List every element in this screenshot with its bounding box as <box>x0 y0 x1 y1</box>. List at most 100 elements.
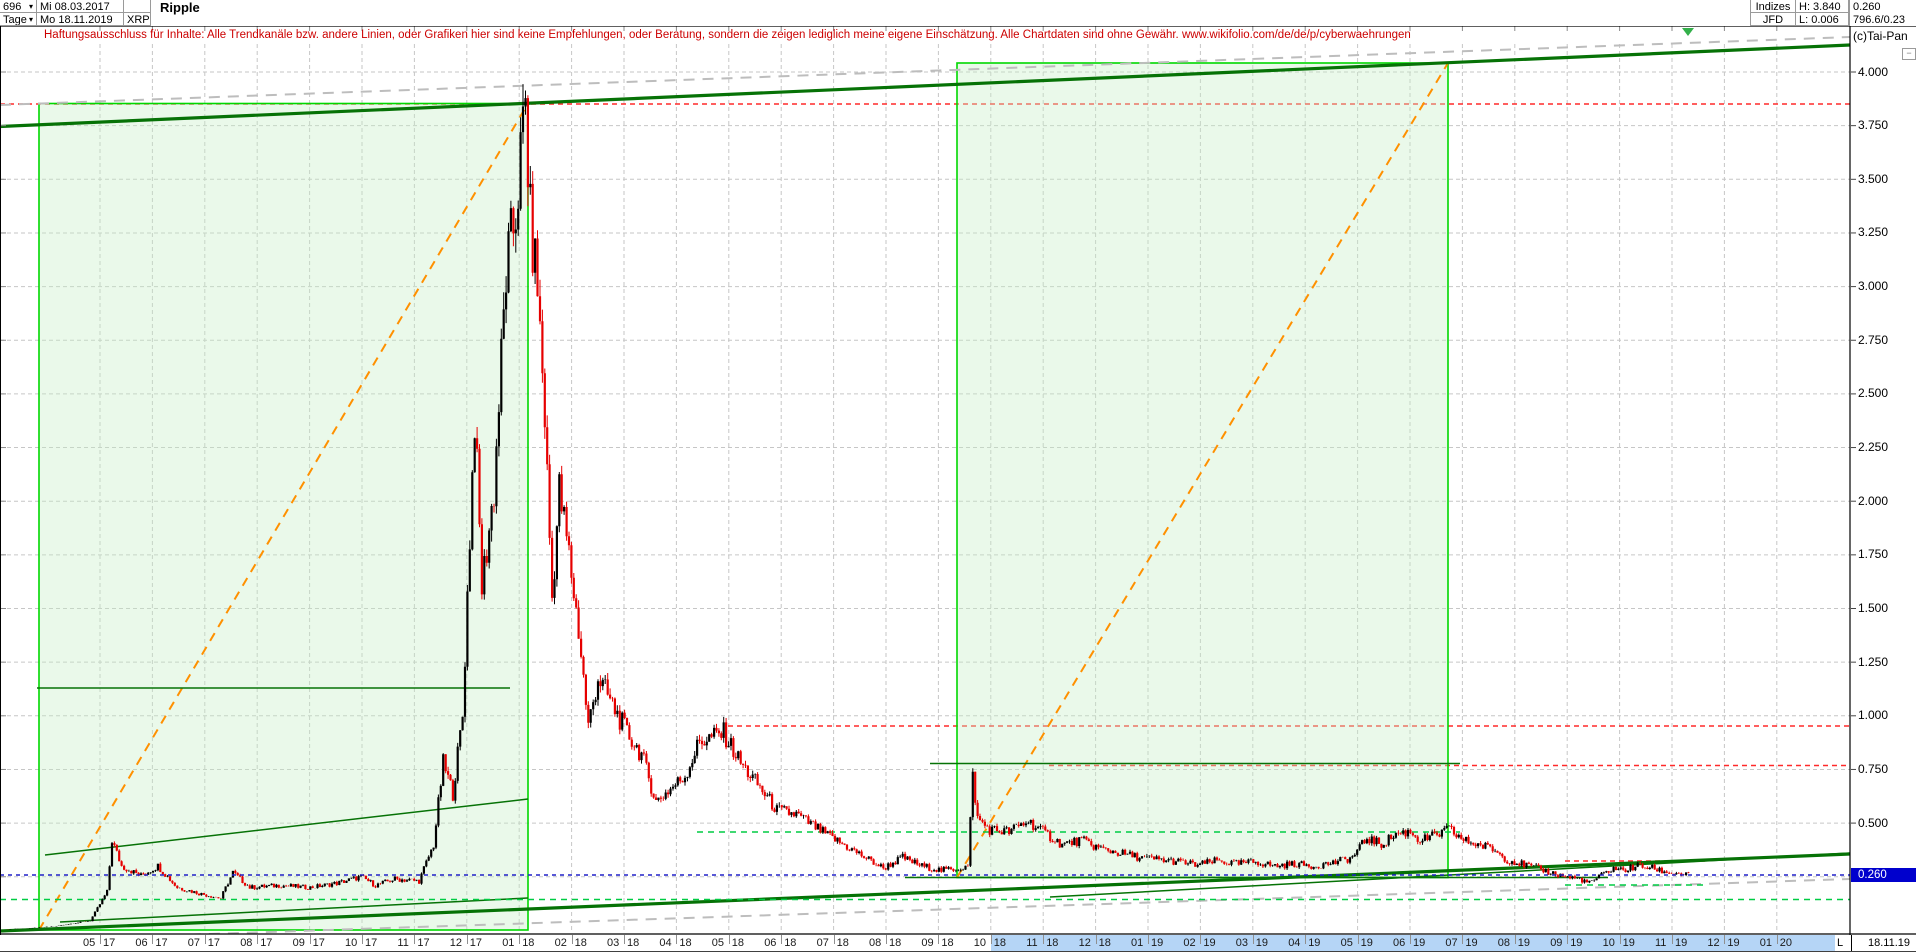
year-label: 19 <box>1727 937 1740 949</box>
month-label: 10 <box>345 937 358 949</box>
month-label: 05 <box>1340 937 1353 949</box>
year-label: 19 <box>1570 937 1583 949</box>
month-tick <box>309 935 311 944</box>
y-axis-label: 1.000 <box>1858 708 1889 723</box>
month-tick <box>990 935 992 944</box>
month-tick <box>1252 935 1254 944</box>
year-label: 18 <box>679 937 692 949</box>
month-tick <box>833 935 835 944</box>
month-tick <box>1410 935 1411 944</box>
bars-count-dropdown[interactable]: 696 ▾ <box>0 0 37 13</box>
broker-label: JFD <box>1750 13 1796 26</box>
month-label: 03 <box>607 937 620 949</box>
candles-down <box>6 98 1690 930</box>
year-label: 18 <box>784 937 797 949</box>
y-axis-label: 2.750 <box>1858 332 1889 347</box>
date-marker-icon[interactable] <box>1682 28 1694 36</box>
month-tick <box>1567 935 1569 944</box>
extra-value: 796.6/0.23 <box>1849 13 1916 26</box>
year-label: 19 <box>1413 937 1426 949</box>
year-label: 19 <box>1255 937 1269 949</box>
month-tick <box>1148 935 1149 944</box>
candles-up <box>9 98 1688 930</box>
date-from-field[interactable]: Mi 08.03.2017 <box>37 0 124 13</box>
month-label: 10 <box>973 937 987 949</box>
indizes-label: Indizes <box>1750 0 1796 13</box>
year-label: 19 <box>1203 937 1216 949</box>
year-label: 17 <box>207 937 221 949</box>
year-label: 17 <box>365 937 378 949</box>
month-tick <box>938 935 940 944</box>
month-tick <box>1462 935 1464 944</box>
month-tick <box>100 935 101 944</box>
year-label: 19 <box>1517 937 1531 949</box>
month-label: 04 <box>1288 937 1301 949</box>
year-label: 17 <box>103 937 116 949</box>
month-label: 12 <box>1707 937 1720 949</box>
month-label: 01 <box>1131 937 1144 949</box>
year-label: 18 <box>941 937 954 949</box>
y-axis-label: 1.250 <box>1858 654 1889 669</box>
year-label: 17 <box>312 937 325 949</box>
month-label: 09 <box>292 937 305 949</box>
year-label: 17 <box>155 937 168 949</box>
collapse-axis-button[interactable]: − <box>1902 48 1916 60</box>
y-axis-label: 3.500 <box>1858 171 1889 186</box>
disclaimer-text: Haftungsausschluss für Inhalte: Alle Tre… <box>44 29 1411 41</box>
month-tick <box>519 935 521 944</box>
month-tick <box>1619 935 1621 944</box>
month-label: 04 <box>659 937 672 949</box>
month-label: 02 <box>1183 937 1196 949</box>
chart-header: 696 ▾ Mi 08.03.2017 Tage ▾ Mo 18.11.2019 X… <box>0 0 1916 26</box>
month-tick <box>1724 935 1726 944</box>
month-label: 08 <box>240 937 253 949</box>
last-marker: L <box>1837 937 1844 949</box>
y-axis-label: 2.500 <box>1858 386 1889 401</box>
month-label: 05 <box>83 937 96 949</box>
month-label: 06 <box>764 937 777 949</box>
year-label: 18 <box>836 937 849 949</box>
month-label: 07 <box>187 937 201 949</box>
date-to-field[interactable]: Mo 18.11.2019 <box>37 13 124 26</box>
year-label: 18 <box>993 937 1007 949</box>
month-tick <box>1514 935 1516 944</box>
month-tick <box>624 935 625 944</box>
year-label: 19 <box>1622 937 1635 949</box>
empty-cell <box>124 0 151 13</box>
year-label: 17 <box>469 937 483 949</box>
year-label: 19 <box>1465 937 1478 949</box>
year-label: 18 <box>889 937 902 949</box>
year-label: 18 <box>731 937 745 949</box>
y-axis-label: 4.000 <box>1858 64 1889 79</box>
month-label: 06 <box>1393 937 1406 949</box>
month-tick <box>1305 935 1307 944</box>
month-label: 08 <box>1497 937 1511 949</box>
y-axis-label: 0.750 <box>1858 761 1889 776</box>
year-label: 18 <box>627 937 640 949</box>
bars-count-value: 696 <box>3 1 22 13</box>
high-value: H: 3.840 <box>1796 0 1849 13</box>
month-label: 07 <box>1445 937 1458 949</box>
month-tick <box>781 935 783 944</box>
month-tick <box>152 935 154 944</box>
y-axis-label: 3.750 <box>1858 118 1889 133</box>
month-label: 09 <box>1550 937 1563 949</box>
current-price-label: 0.260 <box>1851 867 1916 882</box>
plot-area[interactable] <box>0 36 1850 941</box>
year-label: 19 <box>1308 937 1321 949</box>
y-axis-label: 2.000 <box>1858 493 1889 508</box>
y-axis-label: 0.500 <box>1858 815 1889 830</box>
year-label: 18 <box>1046 937 1059 949</box>
month-label: 12 <box>449 937 463 949</box>
month-label: 08 <box>869 937 882 949</box>
period-value: Tage <box>3 14 27 26</box>
month-tick <box>1200 935 1202 944</box>
year-label: 18 <box>1098 937 1111 949</box>
month-tick <box>1043 935 1045 944</box>
month-label: 07 <box>816 937 829 949</box>
month-tick <box>414 935 416 944</box>
period-dropdown[interactable]: Tage ▾ <box>0 13 37 26</box>
month-label: 11 <box>1026 937 1038 949</box>
y-axis-label: 3.000 <box>1858 279 1889 294</box>
